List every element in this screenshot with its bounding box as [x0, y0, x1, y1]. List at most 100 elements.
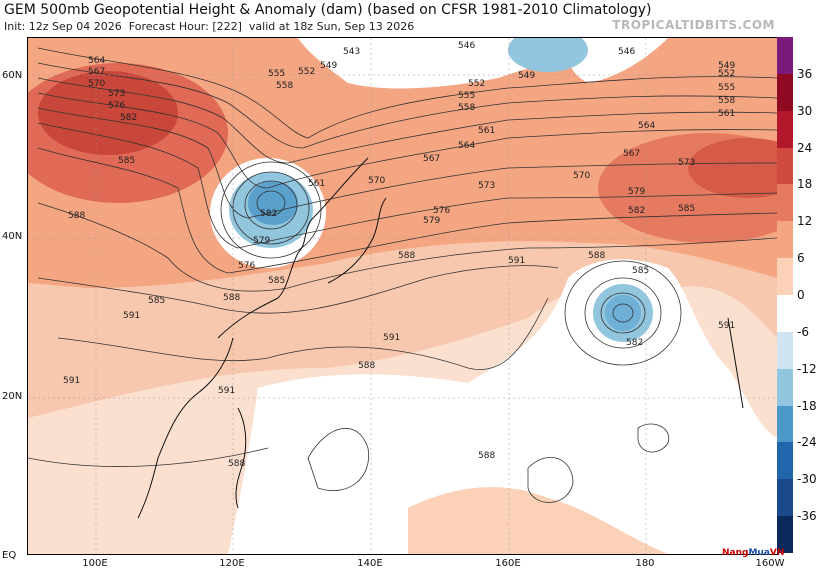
contour-label: 567	[88, 67, 105, 77]
contour-label: 591	[123, 311, 140, 321]
contour-label: 582	[260, 209, 277, 219]
forecast-info: Init: 12z Sep 04 2026 Forecast Hour: [22…	[4, 20, 414, 33]
anomaly-colorbar	[777, 37, 793, 554]
contour-pacific-inner	[600, 292, 646, 334]
contour-pacific-outer	[564, 260, 682, 366]
brand-watermark: TROPICALTIDBITS.COM	[612, 18, 775, 32]
lat-label-eq: EQ	[2, 550, 17, 561]
contour-label: 558	[718, 96, 735, 106]
contour-label: 588	[398, 251, 415, 261]
colorbar-swatch	[777, 442, 793, 480]
colorbar-swatch	[777, 184, 793, 222]
contour-label: 561	[308, 179, 325, 189]
colorbar-tick-label: 30	[797, 103, 813, 118]
contour-label: 579	[628, 187, 645, 197]
contour-573	[37, 107, 777, 219]
contour-label: 582	[120, 113, 137, 123]
contour-label-group: 5435465465495495495525525525555555555585…	[63, 41, 735, 469]
height-contours	[28, 47, 777, 503]
colorbar-tick-label: -30	[797, 472, 817, 487]
lon-label-180: 180	[635, 558, 655, 569]
contour-label: 561	[478, 126, 495, 136]
lon-label-160w: 160W	[755, 558, 785, 569]
contour-label: 588	[478, 451, 495, 461]
contour-label: 561	[718, 109, 735, 119]
colorbar-swatch	[777, 221, 793, 259]
anomaly-neg-arctic	[508, 38, 588, 72]
anomaly-core-pacific	[688, 138, 777, 198]
contour-korea-2	[244, 180, 298, 230]
contour-label: 573	[108, 89, 125, 99]
contour-label: 573	[678, 158, 695, 168]
lon-label-140e: 140E	[357, 558, 383, 569]
contour-label: 564	[458, 141, 475, 151]
colorbar-tick-label: 0	[797, 288, 805, 302]
lon-label-120e: 120E	[219, 558, 245, 569]
contour-label: 591	[63, 376, 80, 386]
contour-label: 552	[468, 79, 485, 89]
colorbar-tick-label: -6	[797, 324, 809, 339]
contour-588-south	[307, 427, 370, 491]
contour-label: 585	[268, 276, 285, 286]
anomaly-south-band	[408, 487, 668, 554]
init-time: Init: 12z Sep 04 2026	[4, 20, 122, 33]
colorbar-tick-label: -24	[797, 435, 817, 450]
contour-label: 588	[358, 361, 375, 371]
contour-label: 555	[268, 69, 285, 79]
contour-label: 558	[458, 103, 475, 113]
contour-label: 588	[228, 459, 245, 469]
contour-label: 570	[573, 171, 590, 181]
contour-588	[37, 202, 777, 292]
colorbar-swatch	[777, 516, 793, 554]
contour-label: 555	[458, 91, 475, 101]
colorbar-tick-label: -12	[797, 361, 817, 376]
nangmuavn-logo: NangMuaVN	[722, 548, 784, 558]
coastlines	[137, 157, 744, 519]
contour-label: 549	[718, 61, 735, 71]
logo-part2: Mua	[748, 548, 770, 558]
colorbar-tick-label: 36	[797, 66, 813, 81]
contour-label: 549	[518, 71, 535, 81]
contour-label: 570	[88, 79, 105, 89]
contour-label: 567	[423, 154, 440, 164]
map-panel: 543 546 546 549 549 549 552 552 552 555 555 555 558 5…	[27, 37, 778, 555]
contour-label: 591	[218, 386, 235, 396]
colorbar-swatch	[777, 73, 793, 112]
contour-label: 564	[88, 56, 105, 66]
colorbar-tick-label: -18	[797, 398, 817, 413]
contour-label: 591	[508, 256, 525, 266]
graticule	[28, 38, 777, 554]
contour-label: 546	[458, 41, 475, 51]
colorbar-swatch	[777, 479, 793, 517]
anomaly-neutral-arctic-2	[566, 38, 668, 83]
contour-label: 591	[718, 321, 735, 331]
colorbar-tick-label: 18	[797, 177, 813, 192]
low-pacific-core	[605, 295, 641, 331]
contour-label: 552	[718, 69, 735, 79]
contour-label: 567	[623, 149, 640, 159]
contour-label: 579	[253, 236, 270, 246]
contour-korea-1	[256, 190, 286, 216]
contour-label: 591	[383, 333, 400, 343]
colorbar-swatch	[777, 331, 793, 370]
lon-label-160e: 160E	[495, 558, 521, 569]
contour-585	[37, 147, 777, 274]
colorbar-swatch	[777, 368, 793, 407]
logo-part1: Nang	[722, 548, 749, 558]
map-canvas: 5435465465495495495525525525555555555585…	[28, 38, 777, 554]
contour-555	[37, 62, 777, 149]
colorbar-swatch	[777, 110, 793, 149]
contour-pacific-core	[612, 303, 634, 323]
contour-label: 564	[638, 121, 655, 131]
coast-japan	[327, 197, 387, 284]
contour-label: 558	[276, 81, 293, 91]
contour-label: 585	[678, 204, 695, 214]
forecast-hour: Forecast Hour: [222]	[128, 20, 242, 33]
valid-time: valid at 18z Sun, Sep 13 2026	[248, 20, 415, 33]
colorbar-swatch	[777, 258, 793, 296]
contour-label: 582	[628, 206, 645, 216]
contour-label: 543	[343, 47, 360, 57]
anomaly-core-mongolia	[38, 71, 178, 155]
contour-label: 573	[478, 181, 495, 191]
contour-588-east	[637, 423, 670, 453]
